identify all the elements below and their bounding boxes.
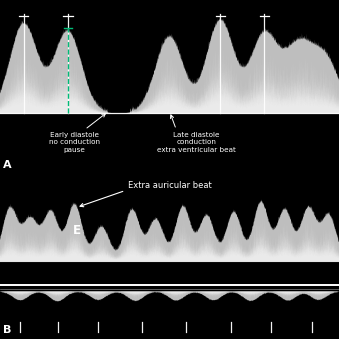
Text: Extra auricular beat: Extra auricular beat [127, 181, 212, 190]
Text: E: E [73, 224, 81, 237]
Text: Early diastole
no conduction
pause: Early diastole no conduction pause [49, 132, 100, 153]
Text: B: B [3, 325, 12, 335]
Text: Late diastole
conduction
extra ventricular beat: Late diastole conduction extra ventricul… [157, 132, 236, 153]
Text: A: A [3, 160, 12, 170]
